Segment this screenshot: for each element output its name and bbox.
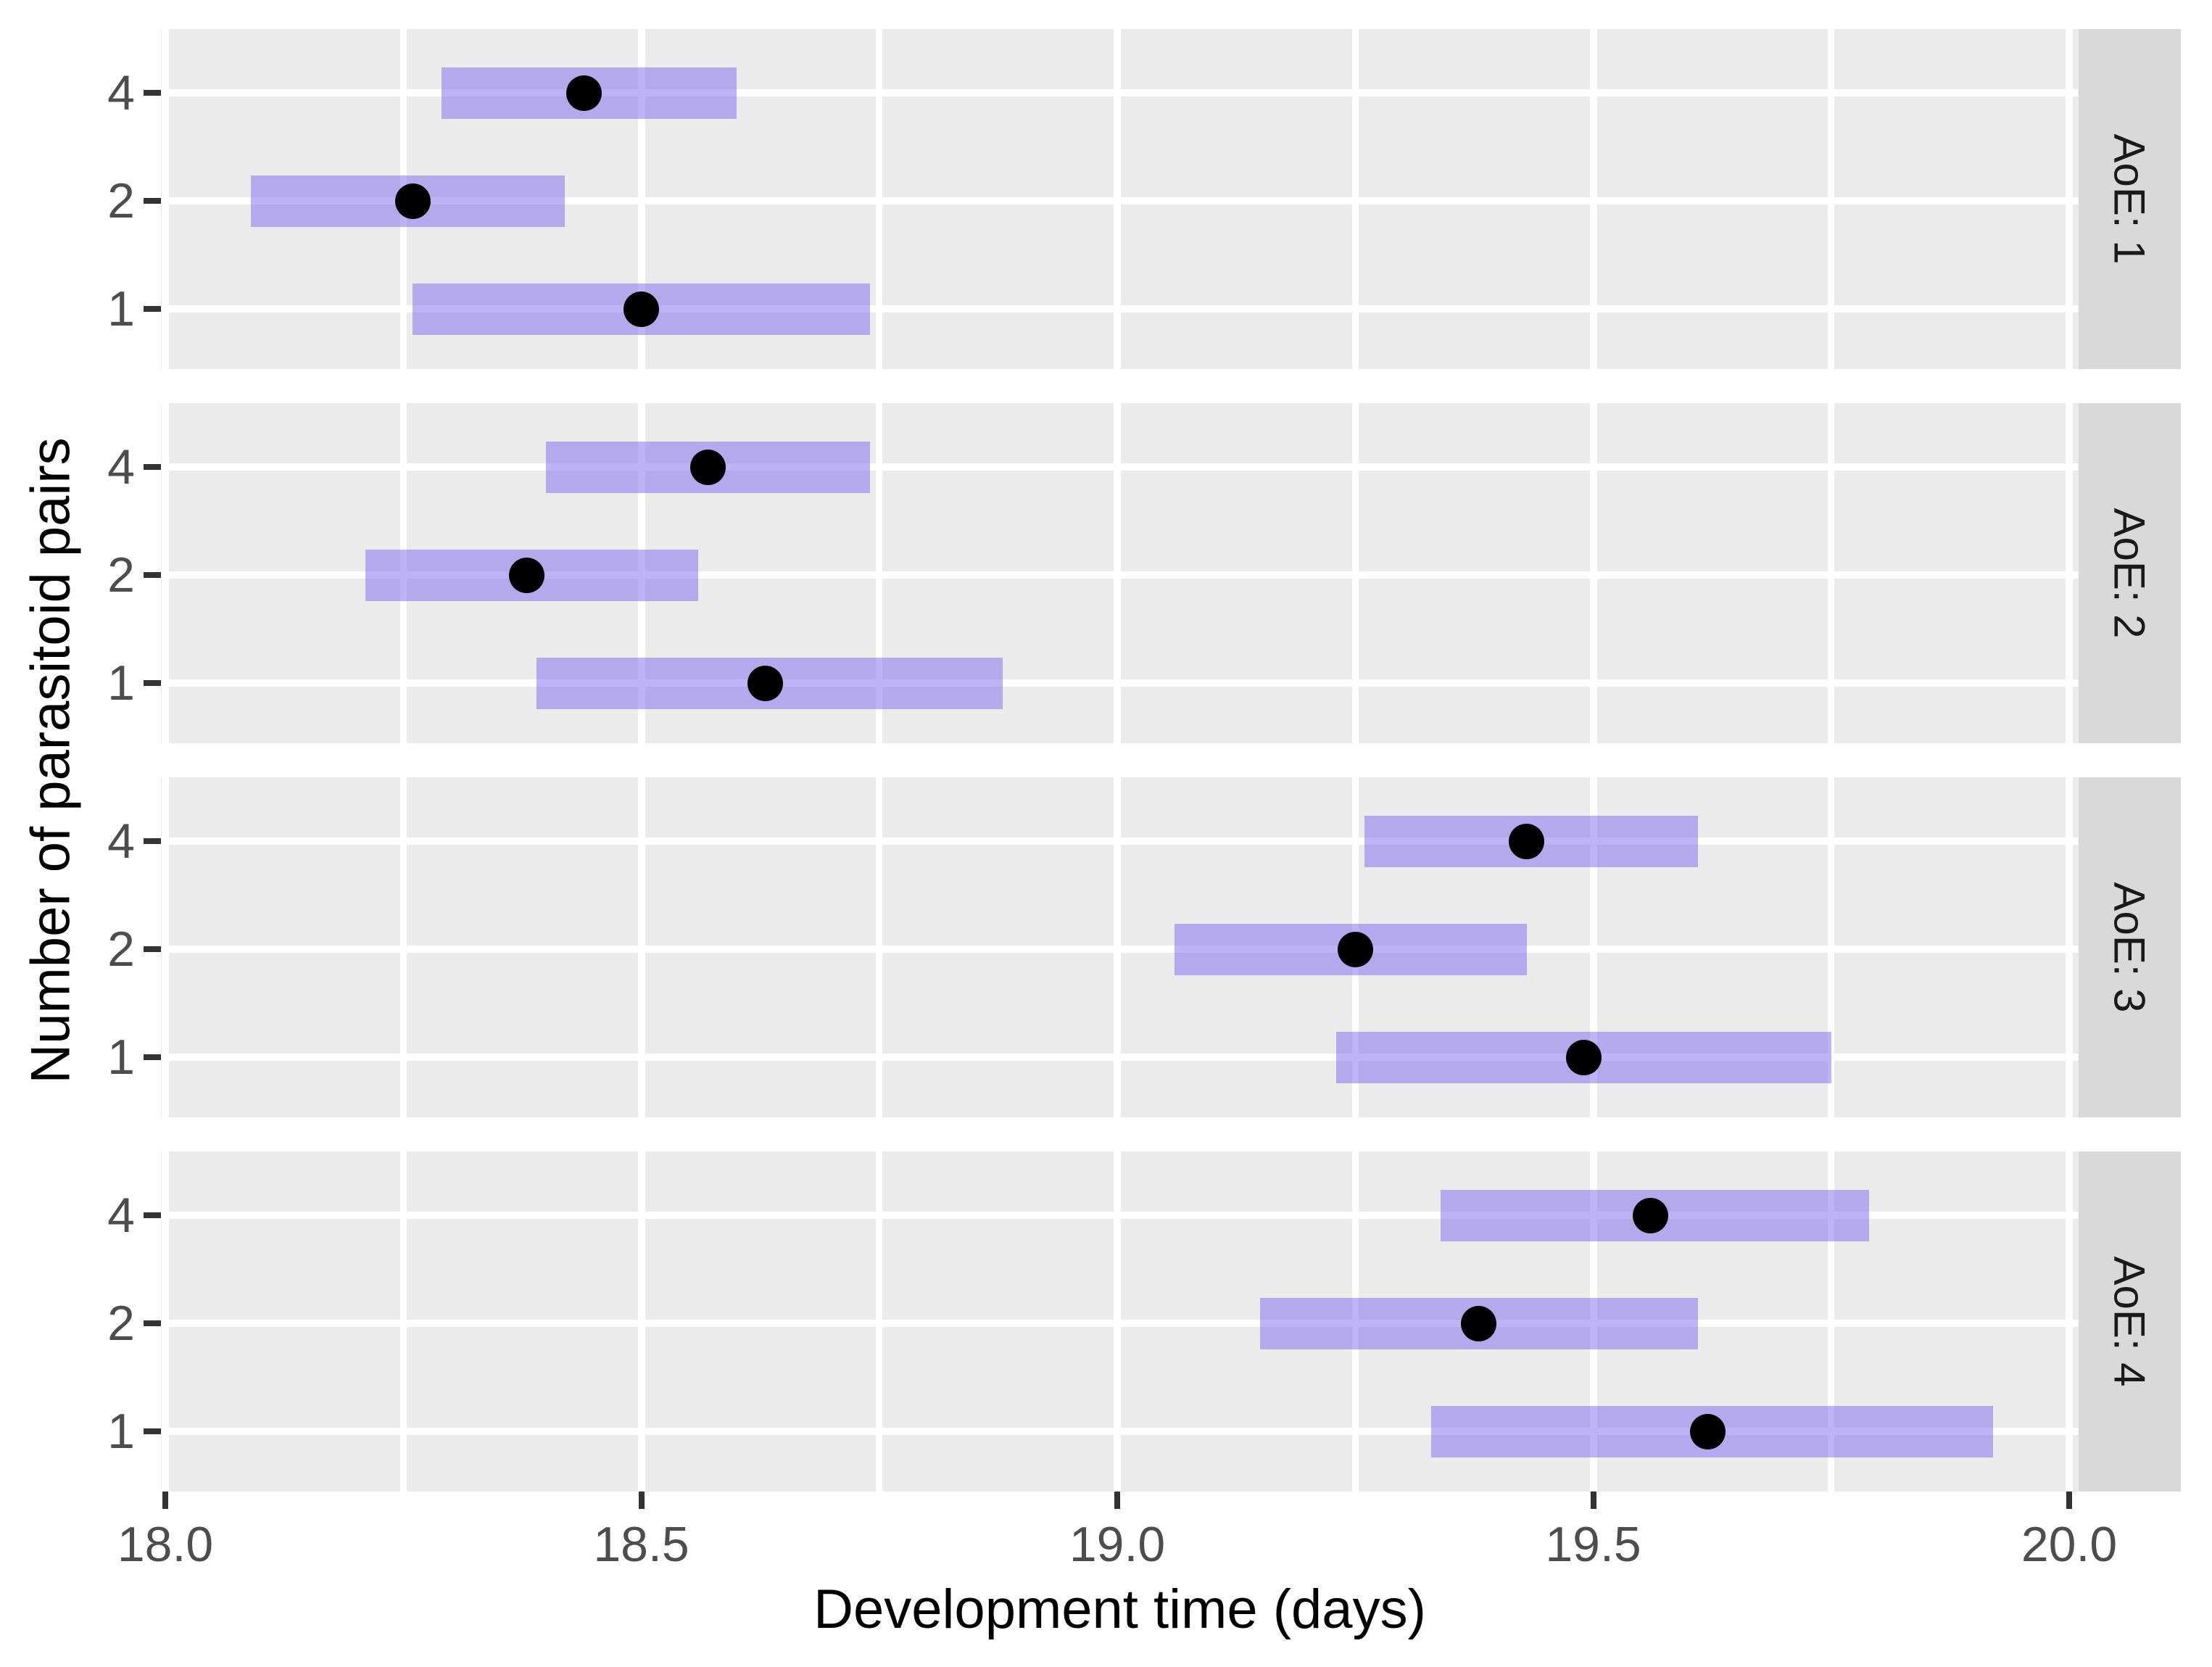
x-tick-mark	[1114, 1492, 1121, 1509]
gridline-row	[161, 1320, 2079, 1327]
x-tick-label: 19.0	[1069, 1517, 1166, 1572]
facet-strip-label: AoE: 1	[2105, 133, 2154, 265]
estimate-point	[1337, 931, 1373, 967]
y-tick-label: 1	[107, 281, 135, 336]
estimate-point	[624, 291, 660, 327]
gridline-row	[161, 1428, 2079, 1435]
y-tick-mark	[144, 838, 161, 844]
x-tick-label: 19.5	[1545, 1517, 1641, 1572]
y-tick-mark	[144, 680, 161, 686]
y-axis-title: Number of parasitoid pairs	[20, 437, 82, 1084]
facet-strip-label: AoE: 3	[2105, 882, 2154, 1013]
x-tick-mark	[638, 1492, 645, 1509]
gridline-row	[161, 89, 2079, 96]
estimate-point	[509, 557, 545, 593]
y-tick-mark	[144, 946, 161, 952]
gridline-row	[161, 1212, 2079, 1219]
y-tick-mark	[144, 306, 161, 312]
y-tick-mark	[144, 198, 161, 204]
estimate-point	[689, 449, 726, 485]
estimate-point	[1509, 823, 1545, 859]
y-tick-label: 2	[107, 547, 135, 603]
facet-strip: AoE: 3	[2079, 777, 2181, 1117]
gridline-row	[161, 197, 2079, 204]
estimate-point	[1461, 1305, 1497, 1341]
facet-strip: AoE: 4	[2079, 1151, 2181, 1492]
y-tick-label: 4	[107, 1188, 135, 1243]
estimate-point	[1689, 1413, 1726, 1449]
y-tick-mark	[144, 572, 161, 578]
y-tick-label: 4	[107, 814, 135, 869]
facet-strip-label: AoE: 2	[2105, 508, 2154, 639]
estimate-point	[566, 75, 602, 111]
y-tick-mark	[144, 1428, 161, 1434]
estimate-point	[1632, 1197, 1668, 1233]
y-tick-mark	[144, 90, 161, 96]
estimate-point	[747, 665, 783, 701]
y-tick-label: 1	[107, 1404, 135, 1459]
facet-strip-label: AoE: 4	[2105, 1256, 2154, 1387]
gridline-row	[161, 679, 2079, 687]
x-tick-mark	[162, 1492, 169, 1509]
x-axis-title: Development time (days)	[813, 1579, 1426, 1640]
facet-strip: AoE: 2	[2079, 403, 2181, 743]
gridline-row	[161, 946, 2079, 953]
facet-panel-2	[161, 403, 2079, 743]
facet-panel-3	[161, 777, 2079, 1117]
y-tick-label: 1	[107, 1030, 135, 1085]
facet-strip: AoE: 1	[2079, 29, 2181, 369]
y-tick-label: 4	[107, 439, 135, 495]
gridline-row	[161, 571, 2079, 579]
facet-panel-4	[161, 1151, 2079, 1492]
x-tick-mark	[2066, 1492, 2072, 1509]
estimate-point	[394, 183, 431, 219]
x-tick-label: 20.0	[2021, 1517, 2118, 1572]
gridline-row	[161, 837, 2079, 845]
y-tick-label: 4	[107, 65, 135, 120]
gridline-row	[161, 305, 2079, 313]
estimate-point	[1565, 1039, 1602, 1075]
y-tick-mark	[144, 1054, 161, 1060]
x-tick-label: 18.0	[117, 1517, 214, 1572]
y-tick-label: 2	[107, 173, 135, 228]
y-tick-label: 1	[107, 655, 135, 711]
gridline-row	[161, 1054, 2079, 1061]
y-tick-label: 2	[107, 922, 135, 977]
y-tick-mark	[144, 1212, 161, 1218]
y-tick-mark	[144, 464, 161, 470]
y-tick-label: 2	[107, 1296, 135, 1351]
x-tick-mark	[1590, 1492, 1596, 1509]
x-tick-label: 18.5	[593, 1517, 689, 1572]
y-tick-mark	[144, 1320, 161, 1326]
gridline-row	[161, 463, 2079, 471]
facet-panel-1	[161, 29, 2079, 369]
